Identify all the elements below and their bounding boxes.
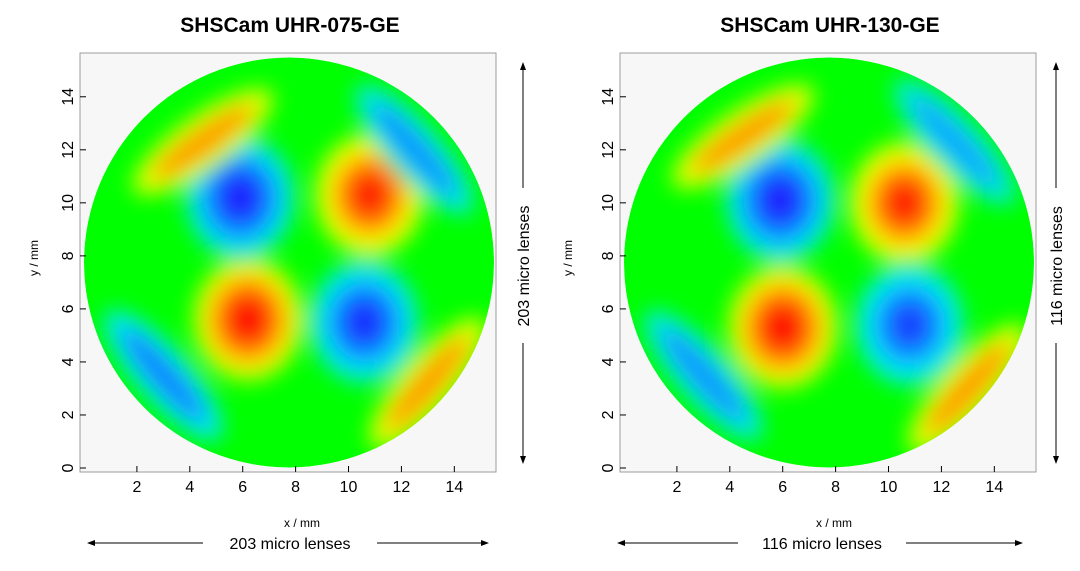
y-axis-label: y / mm (561, 240, 575, 276)
wavefront-positive-band (669, 81, 817, 192)
chart-title: SHSCam UHR-075-GE (180, 14, 400, 37)
wavefront-negative-band (101, 307, 226, 444)
chart-title: SHSCam UHR-130-GE (720, 14, 940, 37)
wavefront-valley (307, 258, 422, 387)
wavefront-valley (852, 260, 967, 389)
x-lens-dimension: 203 micro lenses (87, 536, 489, 553)
x-tick-label: 12 (933, 479, 951, 496)
y-tick-label: 10 (60, 194, 77, 212)
chart-panel-uhr-075: SHSCam UHR-075-GE 2 4 6 8 10 12 14 0 2 4 6 8 10 12 14 … (27, 14, 533, 553)
y-tick-label: 4 (600, 357, 617, 366)
y-tick-label: 8 (600, 251, 617, 260)
y-tick-label: 12 (60, 141, 77, 159)
x-lens-count-label: 203 micro lenses (230, 536, 351, 553)
x-tick-label: 4 (725, 479, 734, 496)
y-lens-count-label: 203 micro lenses (516, 206, 533, 327)
y-lens-dimension: 116 micro lenses (1049, 62, 1066, 464)
y-tick-label: 6 (60, 304, 77, 313)
wavefront-positive-band (905, 320, 1031, 457)
x-tick-label: 10 (880, 479, 898, 496)
y-axis-label: y / mm (27, 240, 41, 276)
x-tick-label: 2 (132, 479, 141, 496)
wavefront-valley (183, 133, 297, 262)
wavefront-peak (725, 263, 840, 392)
y-tick-label: 6 (600, 304, 617, 313)
x-axis-label: x / mm (816, 516, 852, 530)
wavefront-positive-band (366, 314, 490, 452)
y-tick-label: 2 (600, 410, 617, 419)
wavefront-heatmap-uhr-075: 2 4 6 8 10 12 14 0 2 4 6 8 10 12 14 x / mm y / mm 203 … (27, 52, 533, 553)
wavefront-peak (191, 255, 305, 384)
x-tick-label: 2 (672, 479, 681, 496)
y-tick-label: 10 (600, 194, 617, 212)
wavefront-negative-band (352, 81, 477, 218)
y-lens-dimension: 203 micro lenses (516, 62, 533, 464)
x-tick-label: 6 (238, 479, 247, 496)
y-tick-label: 2 (60, 410, 77, 419)
wavefront-heatmap-uhr-130: 2 4 6 8 10 12 14 0 2 4 6 8 10 12 14 x / mm y / mm 116 … (561, 52, 1066, 553)
x-tick-label: 6 (778, 479, 787, 496)
x-lens-count-label: 116 micro lenses (762, 536, 882, 553)
x-tick-label: 8 (831, 479, 840, 496)
y-tick-label: 12 (600, 141, 617, 159)
y-lens-count-label: 116 micro lenses (1049, 206, 1066, 326)
wavefront-positive-band (130, 85, 277, 198)
x-tick-label: 10 (340, 479, 358, 496)
y-tick-label: 14 (60, 88, 77, 106)
x-tick-label: 12 (393, 479, 411, 496)
wavefront-negative-band (641, 307, 766, 444)
x-tick-label: 4 (185, 479, 194, 496)
x-tick-label: 14 (445, 479, 463, 496)
chart-panel-uhr-130: SHSCam UHR-130-GE 2 4 6 8 10 12 14 0 2 4 6 8 10 12 14 … (540, 0, 1080, 571)
y-tick-label: 8 (60, 251, 77, 260)
wavefront-valley (723, 136, 837, 265)
y-tick-label: 14 (600, 88, 617, 106)
x-tick-label: 14 (985, 479, 1003, 496)
wavefront-peak (847, 138, 962, 267)
wavefront-negative-band (890, 75, 1019, 209)
y-tick-label: 4 (60, 357, 77, 366)
x-tick-label: 8 (291, 479, 300, 496)
x-lens-dimension: 116 micro lenses (617, 536, 1023, 553)
y-tick-label: 0 (600, 463, 617, 472)
y-tick-label: 0 (60, 463, 77, 472)
x-axis-label: x / mm (284, 516, 320, 530)
